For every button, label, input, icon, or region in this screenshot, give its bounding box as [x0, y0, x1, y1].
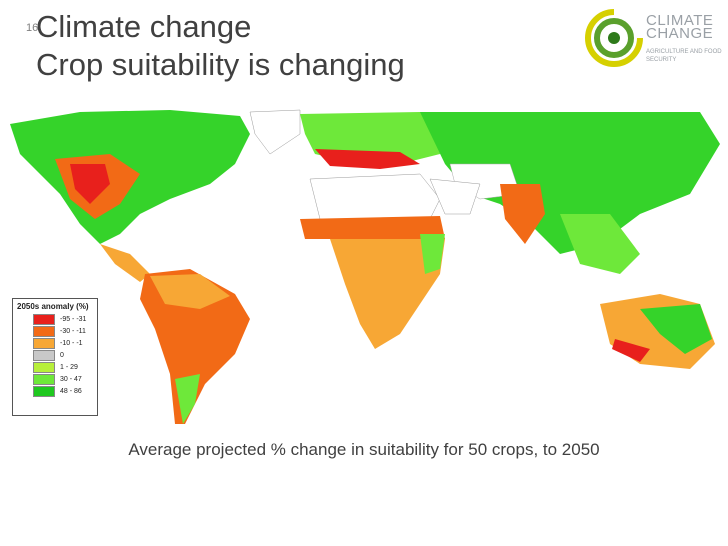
legend-item: 30 - 47 — [13, 373, 97, 385]
slide-title: Climate change Crop suitability is chang… — [36, 8, 405, 84]
greenland — [249, 109, 301, 155]
logo-line-1: CLIMATE — [646, 12, 714, 29]
asia — [420, 112, 720, 254]
central-america — [100, 244, 150, 282]
legend-label: -10 - -1 — [60, 339, 83, 347]
south-america-south — [175, 374, 200, 424]
logo-wordmark: CLIMATE CHANGE — [646, 12, 714, 42]
legend-item: -10 - -1 — [13, 337, 97, 349]
ccafs-logo: CLIMATE CHANGE AGRICULTURE AND FOOD SECU… — [584, 8, 724, 74]
arabia — [429, 178, 481, 215]
legend-swatch — [33, 337, 55, 349]
africa-south — [330, 239, 445, 349]
southeast-asia — [560, 214, 640, 274]
legend-label: 48 - 86 — [60, 387, 82, 395]
legend-label: -95 - -31 — [60, 315, 87, 323]
legend-item: 0 — [13, 349, 97, 361]
logo-subtitle: AGRICULTURE AND FOOD SECURITY — [646, 49, 722, 63]
legend-swatch — [33, 361, 55, 373]
legend-swatch — [33, 385, 55, 397]
europe-south — [315, 149, 420, 169]
logo-line-2: CHANGE — [646, 25, 714, 42]
australia-east — [640, 304, 712, 354]
africa-north — [309, 173, 441, 220]
title-line-1: Climate change — [36, 9, 252, 44]
south-america — [140, 269, 250, 424]
africa-east — [420, 234, 445, 274]
legend-item: 48 - 86 — [13, 385, 97, 397]
legend-label: 0 — [60, 351, 64, 359]
legend-label: -30 - -11 — [60, 327, 86, 335]
ccafs-logo-icon — [585, 8, 644, 67]
legend-swatch — [33, 349, 55, 361]
legend-label: 30 - 47 — [60, 375, 82, 383]
africa-sahel — [300, 216, 445, 239]
legend-swatch — [33, 373, 55, 385]
legend-title: 2050s anomaly (%) — [17, 302, 89, 311]
legend-item: 1 - 29 — [13, 361, 97, 373]
south-america-north — [150, 274, 230, 309]
world-map — [0, 104, 728, 434]
title-line-2: Crop suitability is changing — [36, 47, 405, 82]
map-legend: 2050s anomaly (%) -95 - -31 -30 - -11 -10 … — [12, 298, 98, 416]
slide-number: 16 — [26, 22, 39, 34]
legend-swatch — [33, 313, 55, 325]
legend-item: -30 - -11 — [13, 325, 97, 337]
australia-south — [612, 339, 650, 362]
map-caption: Average projected % change in suitabilit… — [128, 440, 600, 459]
legend-label: 1 - 29 — [60, 363, 78, 371]
legend-swatch — [33, 325, 55, 337]
india — [500, 184, 545, 244]
legend-item: -95 - -31 — [13, 313, 97, 325]
north-america-core — [70, 164, 110, 204]
